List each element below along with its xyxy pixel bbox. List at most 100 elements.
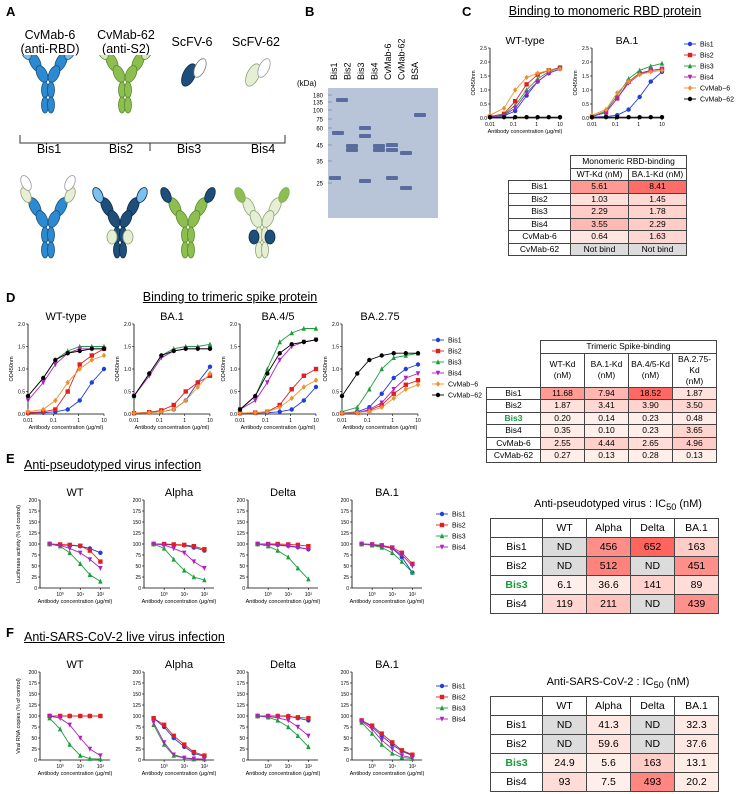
series-line-Bis4 [257,543,309,550]
x-tick-label: 10¹ [285,764,293,770]
y-tick-label: 0 [34,586,37,592]
cvmab62-target: (anti-S2) [102,42,150,56]
table-row: Bis4 93 7.5 493 20.2 [490,772,719,792]
chart-E-Alpha: 0 25 50 75 100 125 150 175 200 10⁰ 10¹ 10² Alpha Anti… [133,487,217,605]
chart-title: WT-type [505,35,544,47]
data-point-CvMab−6 [501,105,507,111]
table-cell: BA.1 [674,518,719,538]
table-cell: 7.94 [584,386,629,400]
data-point-Bis4 [399,753,405,759]
y-tick-label: 0.5 [230,390,237,396]
y-tick-label: 150 [29,520,38,526]
data-point-Bis4 [78,735,83,741]
legend-marker [687,85,693,91]
data-point-Bis4 [614,96,620,102]
x-tick-label: 1 [391,418,394,424]
header-line: BA.2.75-Kd [677,353,712,375]
y-tick-label: 100 [133,542,142,548]
y-tick-label: 1.5 [124,345,131,351]
x-tick-label: 10² [305,592,313,598]
y-tick-label: 100 [29,542,38,548]
data-point-Bis1 [648,79,653,84]
y-tick-label: 75 [135,725,141,731]
data-point-Bis4 [57,716,63,721]
table-cell: Bis1 [490,537,543,557]
y-tick-label: 200 [29,498,38,504]
y-tick-label: 125 [341,703,350,709]
table-cell: 0.14 [584,411,629,425]
data-point-Bis2 [415,378,421,383]
bis4-label: Bis4 [250,142,276,156]
y-tick-label: 75 [343,725,349,731]
y-tick-label: 100 [237,542,246,548]
data-point-Bis3 [87,572,93,577]
y-tick-label: 75 [239,553,245,559]
data-point-CvMab−6 [614,90,620,96]
data-point-Bis2 [295,542,301,548]
data-point-Bis2 [195,380,201,385]
gel-background [328,88,438,218]
panel-f-title: Anti-SARS-CoV-2 live virus infection [24,630,225,644]
y-tick-label: 200 [29,670,38,676]
data-point-CvMab−6 [367,408,372,414]
y-tick-label: 75 [135,553,141,559]
table-row: Bis4 3.55 2.29 [508,217,687,231]
x-tick-label: 1 [77,418,80,424]
data-point-CvMab−6 [403,386,409,392]
y-tick-label: 2.0 [582,60,589,66]
y-tick-label: 1.0 [480,88,487,94]
legend-label: Bis1 [700,42,714,49]
data-point-Bis4 [161,740,167,746]
data-point-Bis4 [379,738,384,743]
table-cell: 652 [630,537,675,557]
table-cell: 8.41 [628,180,687,194]
y-tick-label: 2.0 [332,322,339,328]
table-row: Bis2 ND 512 ND 451 [490,556,719,576]
table-cell: 11.68 [540,386,585,400]
x-tick-label: 10¹ [389,764,397,770]
data-point-Bis4 [379,543,384,549]
y-tick-label: 1.5 [230,345,237,351]
cvmab6-target: (anti-RBD) [20,42,80,56]
gel-lane-label: CvMab-62 [397,38,407,80]
legend-label: CvMab−6 [700,86,730,93]
data-point-Bis4 [25,398,31,404]
x-tick-label: 10⁰ [160,764,168,770]
ic50-title-unit: (nM) [676,498,702,510]
data-point-CvMab−62 [546,114,551,120]
data-point-Bis4 [98,753,103,759]
panel-label-b: B [305,4,315,19]
table-cell [490,518,543,538]
panel-c-table-wrap: Monomeric RBD-binding WT-Kd (nM) BA.1-Kd (… [508,155,687,256]
table-cell: 41.3 [586,715,631,735]
combine-bracket [19,135,286,144]
y-tick-label: 0 [346,586,349,592]
chart-D-BA45: 0.0 0.5 1.0 1.5 2.0 0.01 0.1 1 10 BA.4/5 OD450nm An… [221,311,319,431]
x-tick-label: 10² [201,764,209,770]
data-point-Bis4 [390,546,395,552]
data-point-Bis4 [535,79,540,85]
data-point-Bis3 [202,577,207,583]
header-line: BA.4/5-Kd [631,359,670,369]
data-point-CvMab−62 [207,346,213,351]
legend-marker [439,705,445,711]
table-cell: 13.1 [674,753,719,773]
y-tick-label: 0.0 [230,412,237,418]
data-point-Bis3 [98,756,103,762]
data-point-Bis4 [182,755,187,761]
data-point-Bis4 [47,541,52,547]
legend-marker [435,337,441,343]
series-line-Bis3 [49,717,101,760]
x-tick-label: 1 [535,122,538,128]
ic50-title-sub: 50 [666,502,677,513]
table-cell: 163 [674,537,719,557]
data-point-Bis3 [648,63,653,69]
data-point-CvMab−6 [648,69,653,75]
y-tick-label: 150 [237,520,246,526]
y-tick-label: 75 [31,553,37,559]
live-virus-ic50-table: WT Alpha Delta BA.1 Bis1 ND 41.3 ND 32.3 Bis2 ND 59… [490,696,719,792]
data-point-Bis4 [403,375,409,381]
x-tick-label: 10² [409,592,417,598]
x-axis-label: Antibody concentration (μg/ml) [350,771,425,777]
x-tick-label: 10⁰ [368,764,376,770]
